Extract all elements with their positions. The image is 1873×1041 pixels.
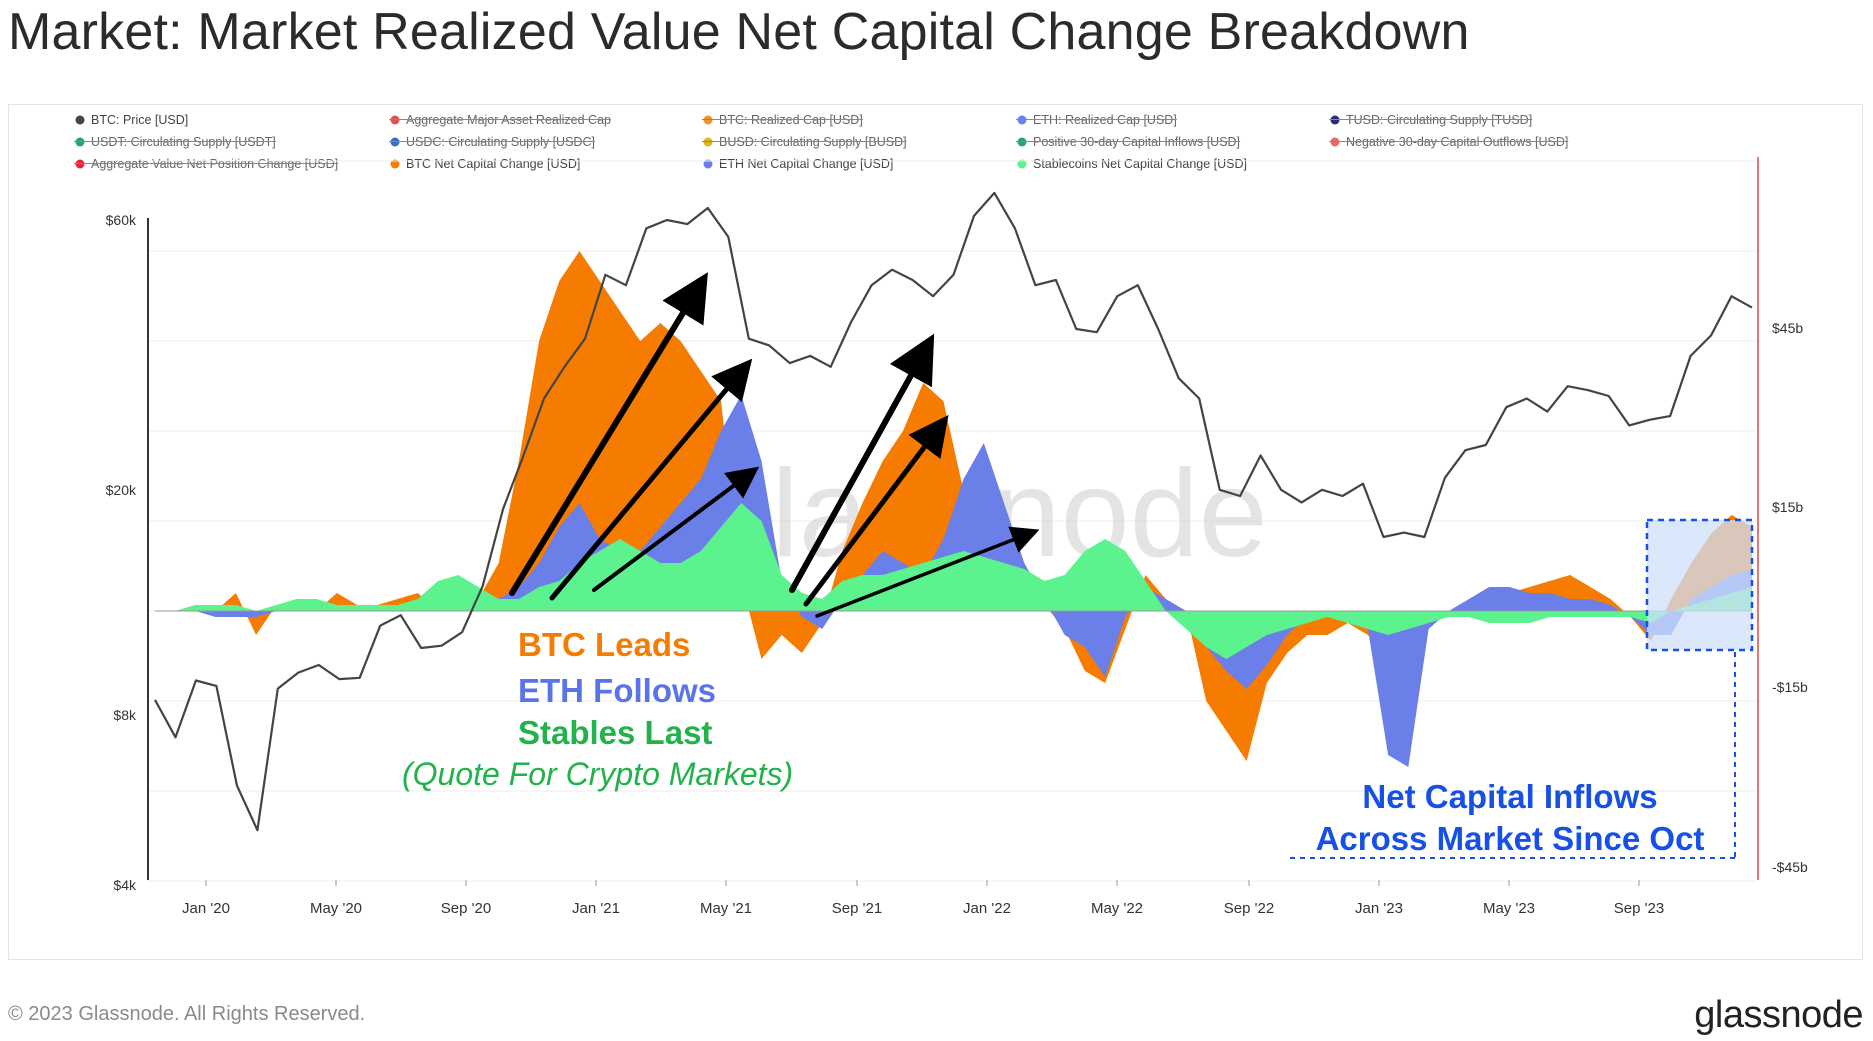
btc-price-path [154,191,1753,832]
y-left-tick-label: $4k [113,877,137,893]
arrow-stables-2021 [592,466,760,592]
y-right-tick-label: $45b [1772,320,1803,336]
legend-item[interactable]: BTC: Price [USD] [75,113,189,127]
x-tick-label: Jan '20 [182,900,230,917]
legend-label: ETH Net Capital Change [USD] [719,157,893,171]
y-right-tick-label: $15b [1772,499,1803,515]
btc-leads-label: BTC Leads [518,626,690,663]
legend-dot [390,159,400,169]
y-left-tick-label: $20k [106,482,137,498]
arrow-eth-late-2021 [803,415,949,607]
x-tick-label: Jan '22 [963,900,1011,917]
inflows-label-line2: Across Market Since Oct [1316,820,1705,857]
arrow-eth-2021 [549,358,753,601]
x-tick-label: Sep '23 [1614,900,1664,917]
legend-item[interactable]: Aggregate Major Asset Realized Cap [389,113,612,127]
x-tick-label: May '23 [1483,900,1535,917]
x-tick-label: Sep '21 [832,900,882,917]
stablecoins-net-capital-area [155,503,1752,659]
legend-label: BTC: Price [USD] [91,113,188,127]
x-tick-label: Jan '23 [1355,900,1403,917]
x-tick-label: Jan '21 [572,900,620,917]
legend-item[interactable]: ETH: Realized Cap [USD] [1016,113,1177,127]
annotation-arrows [509,272,1040,618]
legend-dot [1017,159,1027,169]
x-tick-label: Sep '20 [441,900,491,917]
x-tick-label: May '21 [700,900,752,917]
chart-panel [8,104,1863,960]
net-capital-areas [155,251,1752,767]
btc-price-line [154,191,1753,832]
highlight-box [1645,518,1754,652]
y-right-tick-label: -$45b [1772,859,1808,875]
brand-logo-text: glassnode [1694,994,1863,1036]
x-tick-label: May '22 [1091,900,1143,917]
y-right-tick-label: -$15b [1772,679,1808,695]
legend: BTC: Price [USD] Aggregate Major Asset Re… [74,113,1569,171]
legend-dot [75,115,85,125]
legend-item[interactable]: USDC: Circulating Supply [USDC] [389,135,595,149]
y-left-tick-label: $8k [113,707,137,723]
btc-net-capital-area [155,251,1752,761]
legend-item[interactable]: BTC Net Capital Change [USD] [390,157,581,171]
x-tick-label: May '20 [310,900,362,917]
legend-item[interactable]: Stablecoins Net Capital Change [USD] [1017,157,1248,171]
y-left-tick-label: $60k [106,212,137,228]
legend-item[interactable]: BUSD: Circulating Supply [BUSD] [702,135,907,149]
arrow-btc-late-2021 [789,333,935,593]
stables-last-label: Stables Last [518,714,712,751]
legend-item[interactable]: TUSD: Circulating Supply [TUSD] [1329,113,1533,127]
axis-ticks: $60k $20k $8k $4k $45b $15b -$15b -$45b Jan '20 M… [106,212,1808,917]
legend-label: BTC Net Capital Change [USD] [406,157,580,171]
legend-item[interactable]: Aggregate Value Net Position Change [USD… [74,157,339,171]
legend-item[interactable]: BTC: Realized Cap [USD] [702,113,863,127]
arrow-btc-2021 [509,272,708,596]
x-tick-label: Sep '22 [1224,900,1274,917]
copyright-text: © 2023 Glassnode. All Rights Reserved. [8,1003,366,1025]
legend-item[interactable]: Negative 30-day Capital Outflows [USD] [1329,135,1569,149]
legend-label: Stablecoins Net Capital Change [USD] [1033,157,1247,171]
page-title: Market: Market Realized Value Net Capita… [8,3,1470,61]
legend-item[interactable]: USDT: Circulating Supply [USDT] [74,135,276,149]
eth-follows-label: ETH Follows [518,672,716,709]
inflows-label-line1: Net Capital Inflows [1362,778,1657,815]
legend-dot [703,159,713,169]
gridlines [148,160,1758,882]
legend-item[interactable]: ETH Net Capital Change [USD] [703,157,894,171]
legend-item[interactable]: Positive 30-day Capital Inflows [USD] [1016,135,1241,149]
arrow-stables-late-2021 [815,526,1040,618]
quote-label: (Quote For Crypto Markets) [402,756,793,792]
